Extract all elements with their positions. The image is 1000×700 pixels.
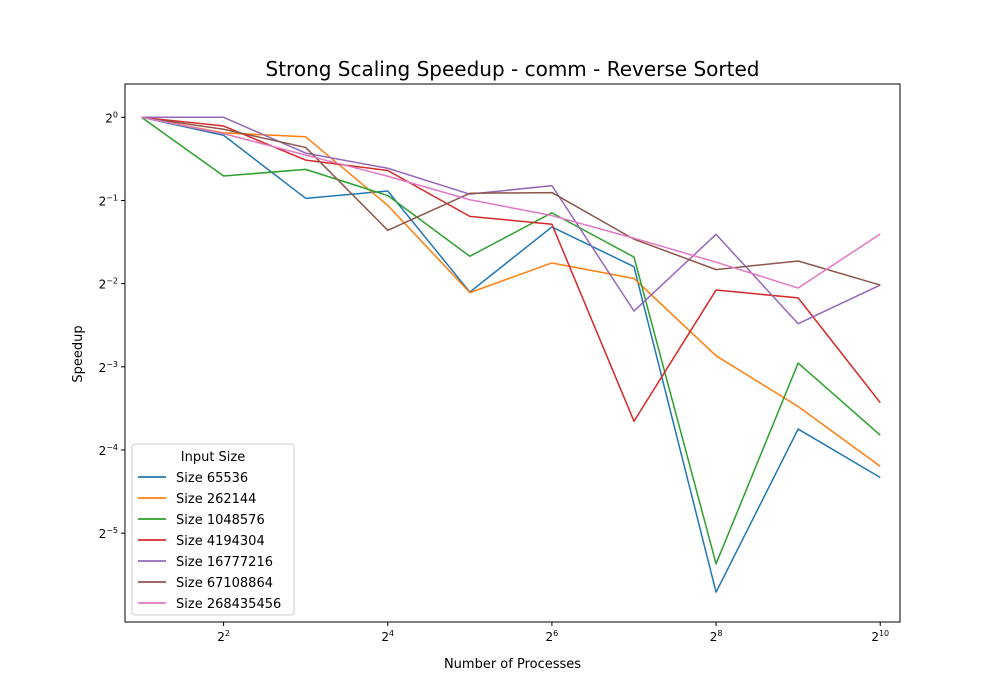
y-axis-label: Speedup	[71, 325, 86, 382]
x-tick-label: 210	[871, 629, 889, 644]
legend-box	[131, 443, 295, 616]
y-tick-label: 2−1	[99, 193, 118, 208]
series-line-5	[141, 116, 881, 286]
x-tick-label: 28	[710, 629, 723, 644]
y-tick-label: 2−2	[99, 277, 118, 292]
x-tick-label: 26	[546, 629, 559, 644]
x-axis-ticks: 22 24 26 28 210	[217, 622, 889, 644]
legend-label-5: Size 67108864	[176, 576, 273, 591]
legend-label-1: Size 262144	[176, 492, 256, 507]
legend-label-0: Size 65536	[176, 471, 248, 486]
series-layer	[141, 116, 881, 593]
legend: Input Size Size 65536 Size 262144 Size 104…	[131, 443, 295, 616]
y-tick-label: 20	[105, 110, 118, 125]
y-tick-label: 2−4	[99, 443, 118, 458]
x-tick-label: 24	[381, 629, 394, 644]
legend-label-3: Size 4194304	[176, 534, 265, 549]
series-line-0	[141, 116, 881, 593]
plot-frame	[124, 83, 901, 623]
legend-label-6: Size 268435456	[176, 597, 281, 612]
legend-title: Input Size	[181, 450, 245, 465]
series-line-6	[141, 116, 881, 289]
series-line-4	[141, 116, 881, 325]
legend-label-2: Size 1048576	[176, 513, 265, 528]
y-axis-ticks: 20 2−1 2−2 2−3 2−4 2−5	[99, 110, 125, 541]
x-axis-label: Number of Processes	[444, 657, 581, 672]
x-tick-label: 22	[217, 629, 230, 644]
series-line-2	[141, 116, 881, 565]
legend-label-4: Size 16777216	[176, 555, 273, 570]
y-tick-label: 2−5	[99, 526, 118, 541]
series-line-3	[141, 116, 881, 422]
chart-title: Strong Scaling Speedup - comm - Reverse …	[266, 57, 760, 81]
y-tick-label: 2−3	[99, 360, 118, 375]
legend-items: Size 65536 Size 262144 Size 1048576 Size 41…	[138, 471, 281, 612]
